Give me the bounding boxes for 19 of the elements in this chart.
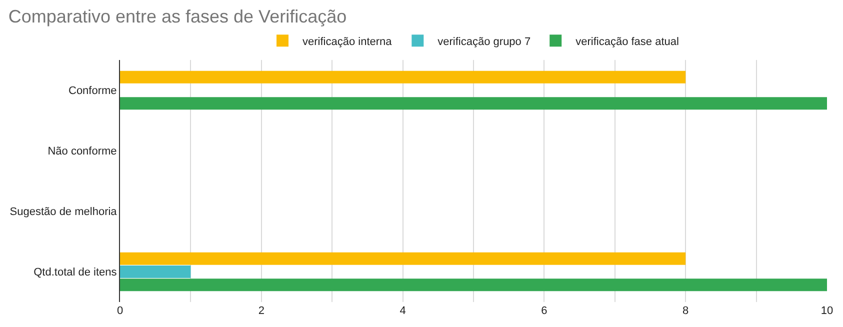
- x-tick-label: 8: [682, 305, 689, 317]
- legend-label: verificação grupo 7: [438, 36, 531, 48]
- y-tick-label: Qtd.total de itens: [34, 266, 118, 279]
- legend-label: verificação fase atual: [576, 36, 679, 48]
- bar: [120, 278, 827, 292]
- y-tick-label: Conforme: [68, 85, 117, 98]
- bar: [120, 97, 827, 110]
- y-tick-label: Sugestão de melhoria: [10, 206, 118, 218]
- bar: [120, 70, 686, 84]
- x-tick-label: 4: [400, 305, 406, 317]
- bar: [120, 252, 686, 265]
- legend-label: verificação interna: [302, 36, 393, 48]
- x-tick-label: 6: [541, 305, 548, 317]
- chart-title: Comparativo entre as fases de Verificação: [8, 6, 347, 26]
- x-tick-label: 0: [116, 305, 124, 317]
- x-tick-label: 10: [820, 305, 834, 317]
- bar: [120, 266, 191, 278]
- y-tick-label: Não conforme: [48, 146, 117, 158]
- x-tick-label: 2: [258, 305, 264, 317]
